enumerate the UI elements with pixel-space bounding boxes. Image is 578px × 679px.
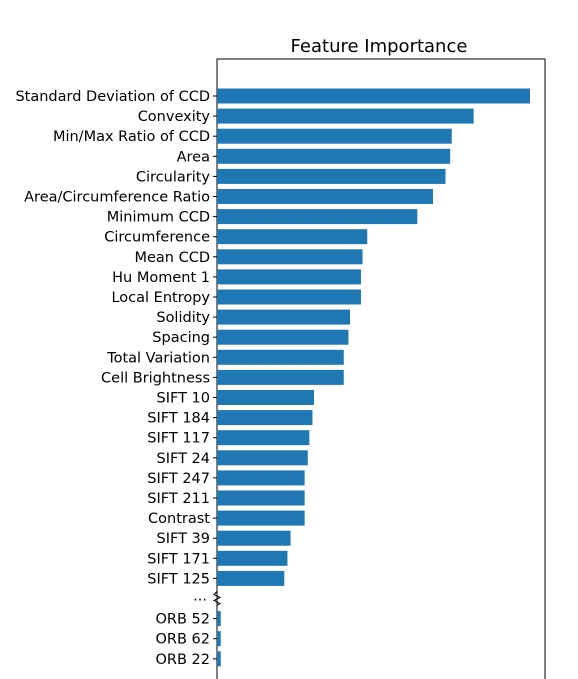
y-tick-label: Hu Moment 1 (112, 270, 210, 286)
bar (217, 450, 308, 466)
chart-title: Feature Importance (291, 36, 468, 57)
y-tick-label: SIFT 171 (147, 551, 210, 567)
y-tick-label: ORB 62 (156, 632, 211, 648)
y-tick-label: Area (177, 149, 210, 165)
y-tick-label: SIFT 125 (147, 571, 210, 587)
y-tick-label: Minimum CCD (107, 210, 210, 226)
bar (217, 189, 433, 204)
bar (217, 651, 221, 667)
y-tick-label: Standard Deviation of CCD (15, 89, 210, 105)
y-tick-label: Mean CCD (134, 250, 210, 266)
y-tick-label: SIFT 24 (157, 451, 210, 467)
y-tick-label: Convexity (138, 109, 211, 125)
bar (217, 410, 313, 426)
bar (217, 430, 310, 446)
bar (217, 349, 344, 365)
bar (217, 269, 361, 285)
y-tick-label: Local Entropy (111, 290, 210, 306)
y-tick-label: Circularity (136, 169, 211, 185)
axis-break-marker: ... (193, 589, 222, 606)
y-tick-label: Contrast (148, 511, 210, 527)
bar (217, 309, 351, 325)
y-tick-label: Min/Max Ratio of CCD (53, 129, 210, 145)
y-tick-label: Spacing (152, 330, 210, 346)
y-tick-label: Area/Circumference Ratio (24, 190, 210, 206)
bar (217, 329, 349, 345)
bar (217, 390, 315, 405)
axis-break-zigzag (212, 591, 222, 606)
bar (217, 550, 288, 566)
axis-break-ellipsis: ... (193, 589, 207, 605)
bar (217, 510, 305, 526)
y-tick-label: SIFT 247 (147, 471, 210, 487)
y-tick-label: Total Variation (106, 350, 210, 366)
bar (217, 570, 285, 586)
bar (217, 168, 446, 184)
bar (217, 490, 305, 506)
bar (217, 148, 451, 164)
bar (217, 229, 368, 245)
bar (217, 289, 361, 305)
y-tick-label: SIFT 117 (147, 431, 210, 447)
y-tick-label: SIFT 211 (147, 491, 210, 507)
y-tick-label: Cell Brightness (101, 370, 210, 386)
bar (217, 369, 344, 385)
bar (217, 88, 530, 104)
bar (217, 209, 418, 225)
y-tick-label: SIFT 39 (157, 531, 210, 547)
y-tick-group (213, 95, 217, 660)
y-tick-label: Solidity (156, 310, 210, 326)
bar-group (217, 88, 530, 667)
y-tick-label: SIFT 184 (147, 411, 210, 427)
bar (217, 249, 363, 265)
bar (217, 128, 452, 144)
bar (217, 631, 221, 647)
y-tick-label: ORB 52 (156, 612, 211, 628)
y-tick-label: SIFT 10 (157, 391, 210, 407)
bar (217, 470, 305, 486)
y-tick-label-group: Standard Deviation of CCD Convexity Min/Ma… (15, 89, 210, 668)
y-tick-label: ORB 22 (156, 652, 211, 668)
y-tick-label: Circumference (104, 230, 210, 246)
bar (217, 108, 474, 124)
bar (217, 530, 291, 546)
bar (217, 611, 221, 627)
